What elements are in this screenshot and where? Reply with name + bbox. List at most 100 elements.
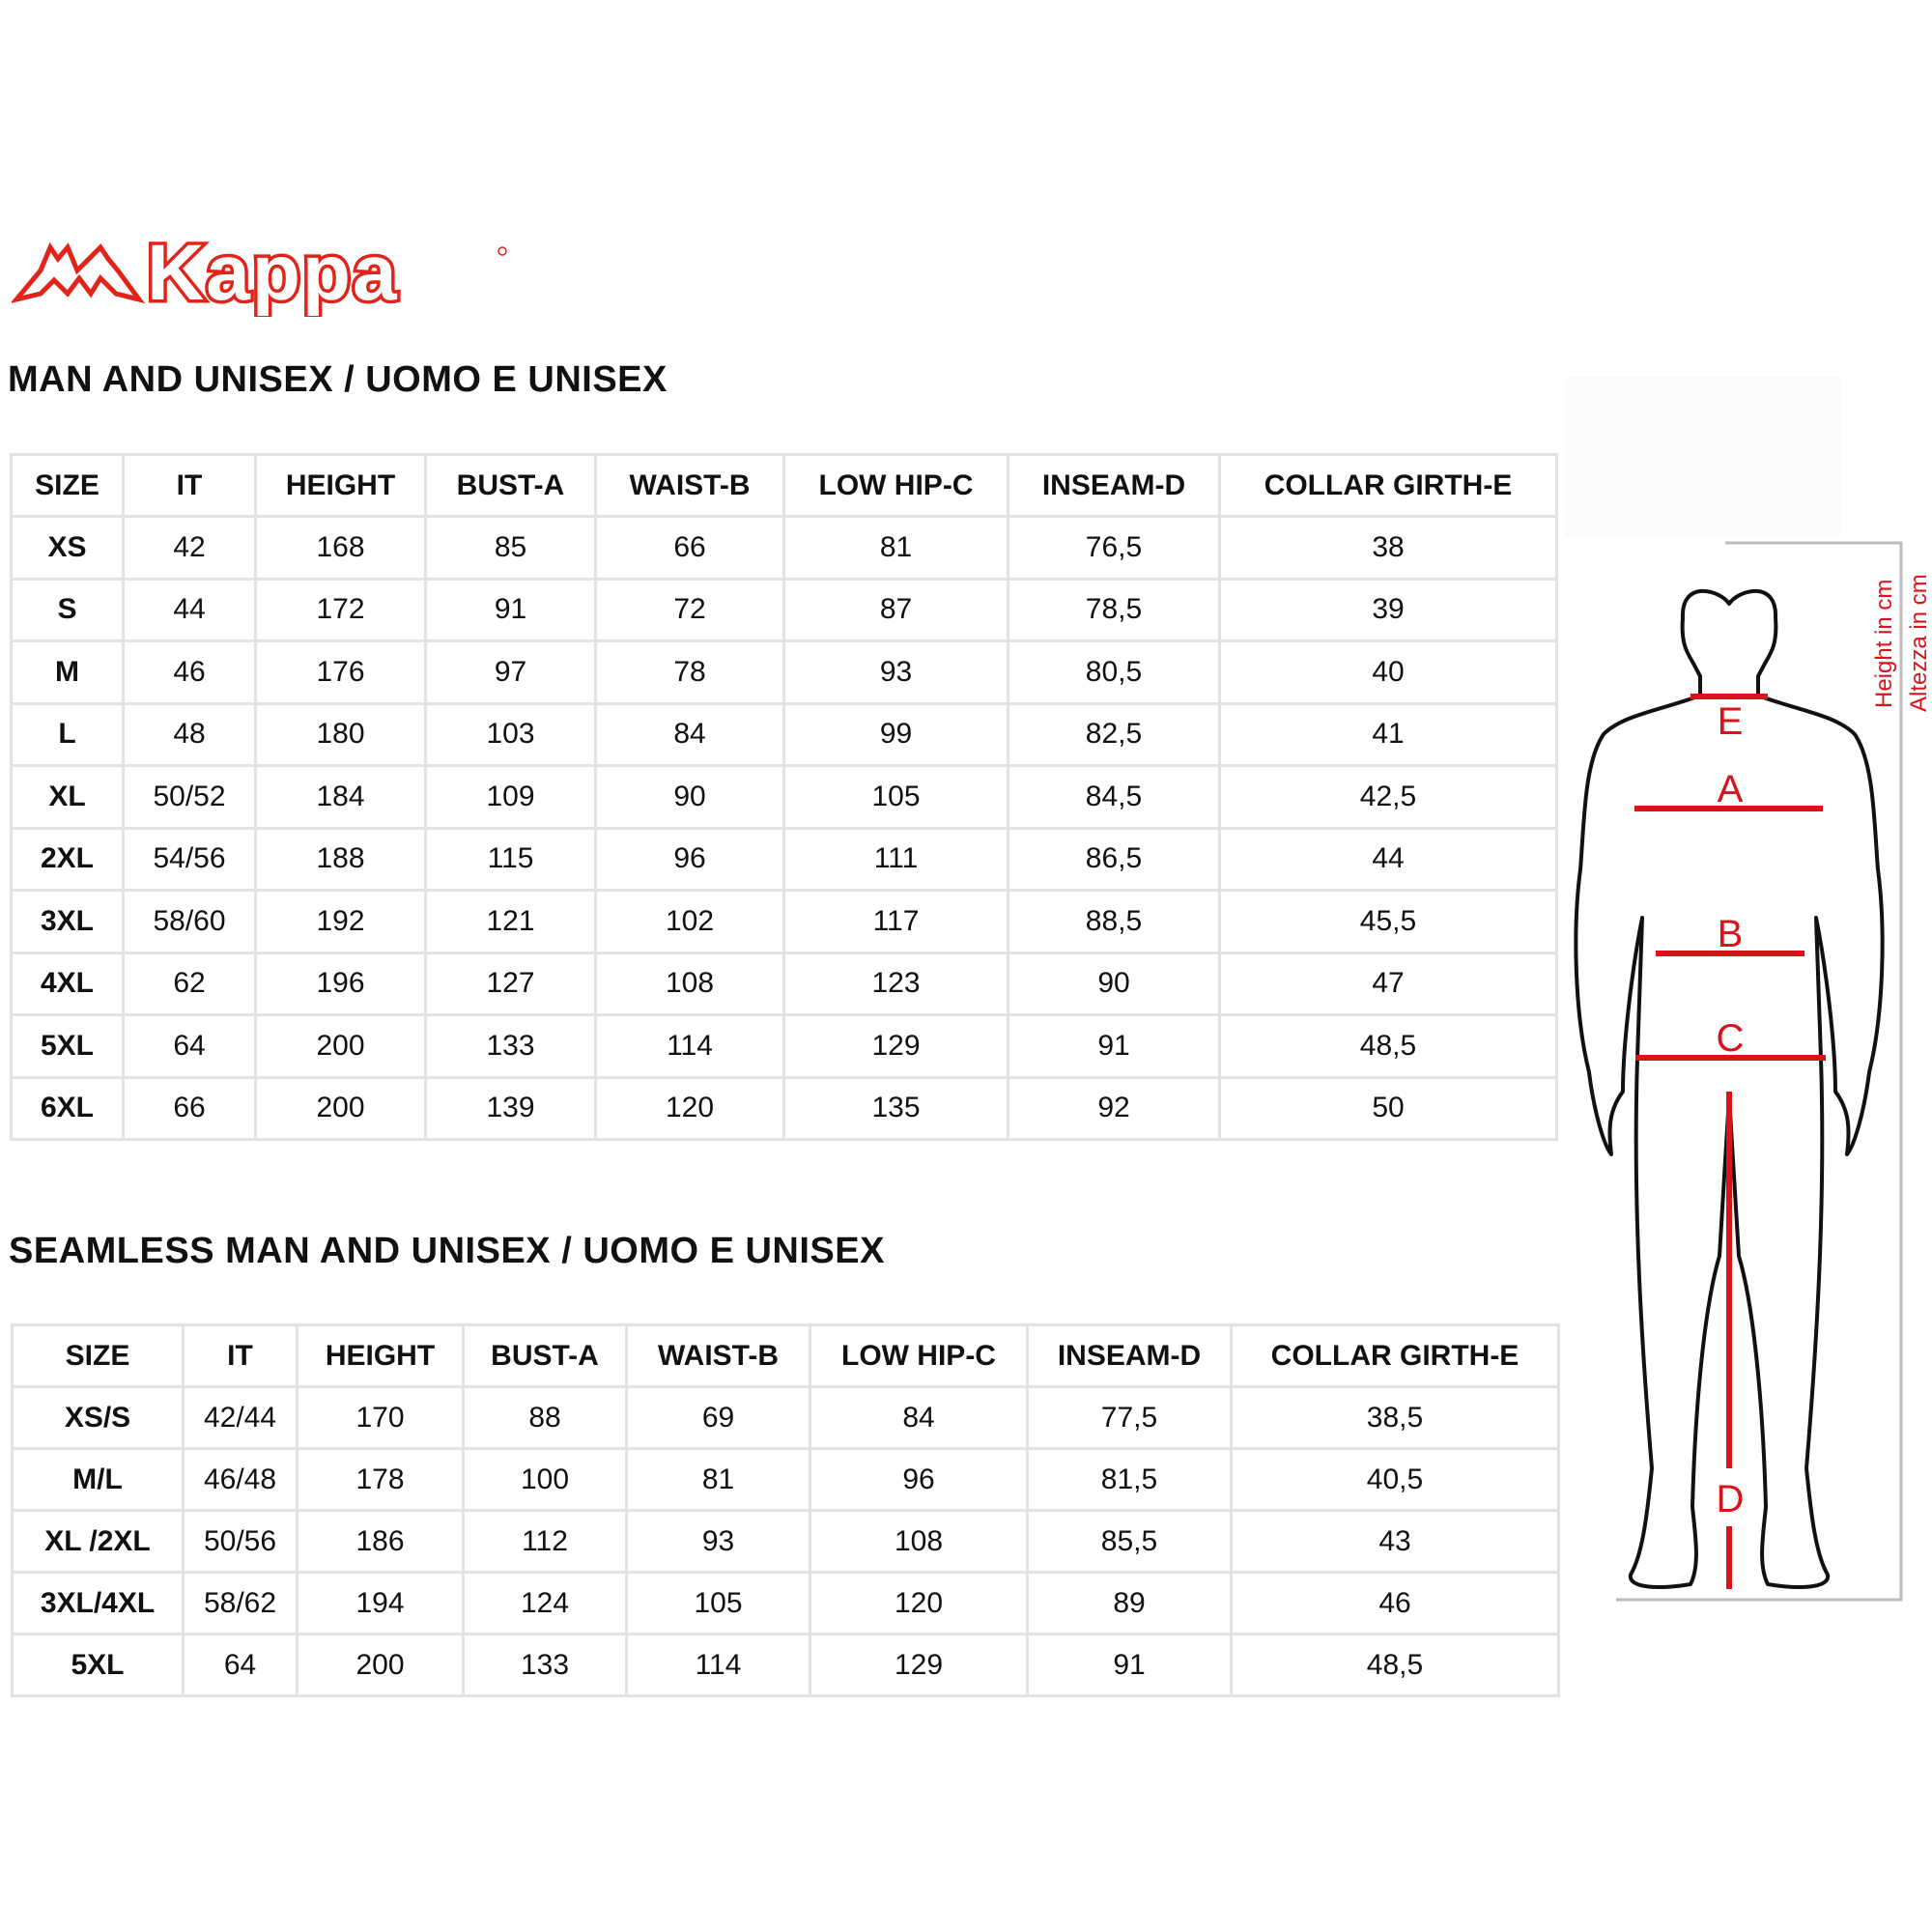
value-cell: 40,5 xyxy=(1230,1447,1560,1512)
value-cell: 72 xyxy=(594,577,785,642)
size-cell: XS/S xyxy=(11,1385,185,1450)
value-cell: 48,5 xyxy=(1218,1013,1558,1079)
value-cell: 129 xyxy=(809,1633,1029,1697)
value-cell: 45,5 xyxy=(1218,889,1558,954)
value-cell: 129 xyxy=(782,1013,1009,1079)
value-cell: 62 xyxy=(122,951,257,1016)
column-header: COLLAR GIRTH-E xyxy=(1218,453,1558,518)
value-cell: 103 xyxy=(424,701,597,767)
value-cell: 139 xyxy=(424,1075,597,1141)
table-row: L 48 180 103 84 99 82,5 41 xyxy=(10,701,1558,767)
value-cell: 86,5 xyxy=(1007,826,1221,892)
height-label-it: Altezza in cm xyxy=(1906,574,1932,712)
figure-background xyxy=(1565,377,1840,536)
value-cell: 87 xyxy=(782,577,1009,642)
value-cell: 91 xyxy=(1007,1013,1221,1079)
value-cell: 47 xyxy=(1218,951,1558,1016)
value-cell: 196 xyxy=(254,951,427,1016)
value-cell: 194 xyxy=(296,1571,465,1635)
table-row: XL 50/52 184 109 90 105 84,5 42,5 xyxy=(10,764,1558,830)
value-cell: 78 xyxy=(594,639,785,705)
value-cell: 46/48 xyxy=(182,1447,298,1512)
value-cell: 81 xyxy=(782,515,1009,581)
value-cell: 91 xyxy=(1026,1633,1233,1697)
value-cell: 44 xyxy=(1218,826,1558,892)
table2-title: SEAMLESS MAN AND UNISEX / UOMO E UNISEX xyxy=(9,1231,885,1271)
value-cell: 114 xyxy=(625,1633,811,1697)
value-cell: 64 xyxy=(122,1013,257,1079)
table-row: S 44 172 91 72 87 78,5 39 xyxy=(10,577,1558,642)
table-row: M/L 46/48 178 100 81 96 81,5 40,5 xyxy=(11,1447,1560,1512)
value-cell: 168 xyxy=(254,515,427,581)
value-cell: 180 xyxy=(254,701,427,767)
table1-title: MAN AND UNISEX / UOMO E UNISEX xyxy=(8,359,668,400)
kappa-logo: Kappa xyxy=(10,226,514,322)
height-frame xyxy=(1616,541,1903,1602)
value-cell: 120 xyxy=(809,1571,1029,1635)
size-cell: 3XL xyxy=(10,889,125,954)
value-cell: 90 xyxy=(594,764,785,830)
table-row: XS/S 42/44 170 88 69 84 77,5 38,5 xyxy=(11,1385,1560,1450)
value-cell: 192 xyxy=(254,889,427,954)
column-header: IT xyxy=(122,453,257,518)
table-row: 5XL 64 200 133 114 129 91 48,5 xyxy=(10,1013,1558,1079)
size-table-man: SIZE IT HEIGHT BUST-A WAIST-B LOW HIP-C INSEAM… xyxy=(10,453,1558,1141)
value-cell: 38,5 xyxy=(1230,1385,1560,1450)
table-row: XL /2XL 50/56 186 112 93 108 85,5 43 xyxy=(11,1509,1560,1574)
value-cell: 40 xyxy=(1218,639,1558,705)
value-cell: 41 xyxy=(1218,701,1558,767)
value-cell: 105 xyxy=(625,1571,811,1635)
table-row: XS 42 168 85 66 81 76,5 38 xyxy=(10,515,1558,581)
value-cell: 105 xyxy=(782,764,1009,830)
value-cell: 48 xyxy=(122,701,257,767)
value-cell: 124 xyxy=(462,1571,628,1635)
label-a: A xyxy=(1718,768,1744,810)
value-cell: 50/52 xyxy=(122,764,257,830)
column-header: WAIST-B xyxy=(594,453,785,518)
value-cell: 77,5 xyxy=(1026,1385,1233,1450)
value-cell: 46 xyxy=(122,639,257,705)
size-cell: XL xyxy=(10,764,125,830)
size-cell: M xyxy=(10,639,125,705)
value-cell: 99 xyxy=(782,701,1009,767)
value-cell: 135 xyxy=(782,1075,1009,1141)
value-cell: 84 xyxy=(809,1385,1029,1450)
value-cell: 54/56 xyxy=(122,826,257,892)
column-header: HEIGHT xyxy=(296,1323,465,1388)
value-cell: 38 xyxy=(1218,515,1558,581)
logo-wordmark: Kappa xyxy=(147,230,399,317)
size-cell: 5XL xyxy=(10,1013,125,1079)
value-cell: 100 xyxy=(462,1447,628,1512)
value-cell: 170 xyxy=(296,1385,465,1450)
value-cell: 200 xyxy=(254,1075,427,1141)
value-cell: 85 xyxy=(424,515,597,581)
label-c: C xyxy=(1717,1017,1745,1060)
value-cell: 50/56 xyxy=(182,1509,298,1574)
body-measurement-figure: E A B C D Height in cm Altezza in cm xyxy=(1546,367,1932,1628)
value-cell: 84,5 xyxy=(1007,764,1221,830)
value-cell: 43 xyxy=(1230,1509,1560,1574)
value-cell: 81,5 xyxy=(1026,1447,1233,1512)
value-cell: 186 xyxy=(296,1509,465,1574)
table-row: 3XL 58/60 192 121 102 117 88,5 45,5 xyxy=(10,889,1558,954)
column-header: HEIGHT xyxy=(254,453,427,518)
size-cell: 3XL/4XL xyxy=(11,1571,185,1635)
size-table-seamless: SIZE IT HEIGHT BUST-A WAIST-B LOW HIP-C INSEAM… xyxy=(11,1323,1560,1697)
value-cell: 102 xyxy=(594,889,785,954)
value-cell: 93 xyxy=(782,639,1009,705)
value-cell: 48,5 xyxy=(1230,1633,1560,1697)
size-cell: S xyxy=(10,577,125,642)
value-cell: 39 xyxy=(1218,577,1558,642)
value-cell: 111 xyxy=(782,826,1009,892)
table-row: 4XL 62 196 127 108 123 90 47 xyxy=(10,951,1558,1016)
column-header: SIZE xyxy=(11,1323,185,1388)
size-cell: 2XL xyxy=(10,826,125,892)
value-cell: 88,5 xyxy=(1007,889,1221,954)
value-cell: 69 xyxy=(625,1385,811,1450)
value-cell: 96 xyxy=(809,1447,1029,1512)
column-header: BUST-A xyxy=(424,453,597,518)
size-cell: XS xyxy=(10,515,125,581)
column-header: WAIST-B xyxy=(625,1323,811,1388)
value-cell: 58/62 xyxy=(182,1571,298,1635)
column-header: LOW HIP-C xyxy=(782,453,1009,518)
